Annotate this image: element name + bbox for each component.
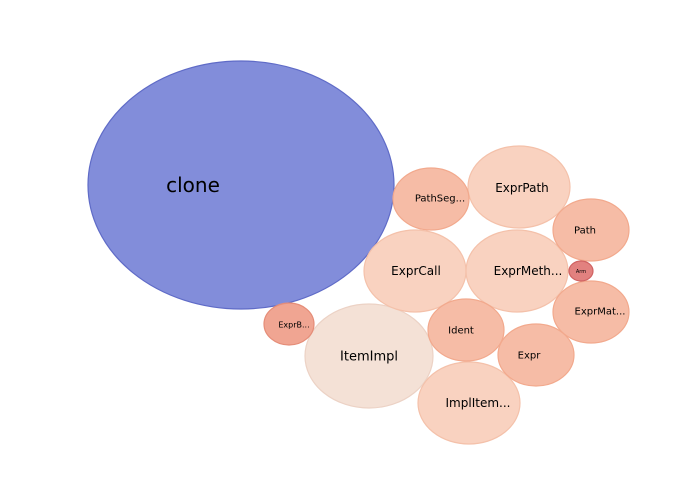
bubble-label-exprmat: ExprMat... <box>575 307 626 318</box>
bubble-itemimpl[interactable]: ItemImpl <box>304 303 434 409</box>
bubble-ident[interactable]: Ident <box>427 298 505 362</box>
bubble-circle-exprmeth[interactable] <box>465 229 569 313</box>
bubble-circle-pathseg[interactable] <box>392 167 470 231</box>
bubble-label-implitem: ImplItem... <box>446 396 511 410</box>
bubble-circle-clone[interactable] <box>87 60 395 310</box>
bubble-exprmat[interactable]: ExprMat... <box>552 280 630 344</box>
bubble-path[interactable]: Path <box>552 198 630 262</box>
bubble-label-expr: Expr <box>518 351 542 362</box>
bubble-label-pathseg: PathSeg... <box>415 194 465 205</box>
bubble-circle-arm[interactable] <box>568 260 594 282</box>
bubble-circle-ident[interactable] <box>427 298 505 362</box>
bubble-clone[interactable]: clone <box>87 60 395 310</box>
bubble-label-path: Path <box>574 226 596 237</box>
bubble-exprmeth[interactable]: ExprMeth... <box>465 229 569 313</box>
bubble-circle-exprmat[interactable] <box>552 280 630 344</box>
bubble-arm[interactable]: Arm <box>568 260 594 282</box>
bubble-label-exprcall: ExprCall <box>391 264 441 278</box>
bubble-expr[interactable]: Expr <box>497 323 575 387</box>
bubble-label-clone: clone <box>166 173 220 197</box>
bubble-exprcall[interactable]: ExprCall <box>363 229 467 313</box>
bubble-label-exprb: ExprB... <box>278 321 309 330</box>
bubble-circle-expr[interactable] <box>497 323 575 387</box>
bubble-implitem[interactable]: ImplItem... <box>417 361 521 445</box>
bubble-circle-implitem[interactable] <box>417 361 521 445</box>
bubble-circle-itemimpl[interactable] <box>304 303 434 409</box>
bubble-circle-path[interactable] <box>552 198 630 262</box>
bubble-circle-exprb[interactable] <box>263 302 315 346</box>
bubble-label-itemimpl: ItemImpl <box>340 350 398 365</box>
bubble-label-ident: Ident <box>448 326 474 337</box>
bubble-label-exprpath: ExprPath <box>495 181 549 195</box>
bubble-circle-exprpath[interactable] <box>467 145 571 229</box>
bubble-label-exprmeth: ExprMeth... <box>494 264 563 278</box>
bubble-label-arm: Arm <box>576 269 586 275</box>
bubble-exprpath[interactable]: ExprPath <box>467 145 571 229</box>
bubble-exprb[interactable]: ExprB... <box>263 302 315 346</box>
bubble-pathseg[interactable]: PathSeg... <box>392 167 470 231</box>
